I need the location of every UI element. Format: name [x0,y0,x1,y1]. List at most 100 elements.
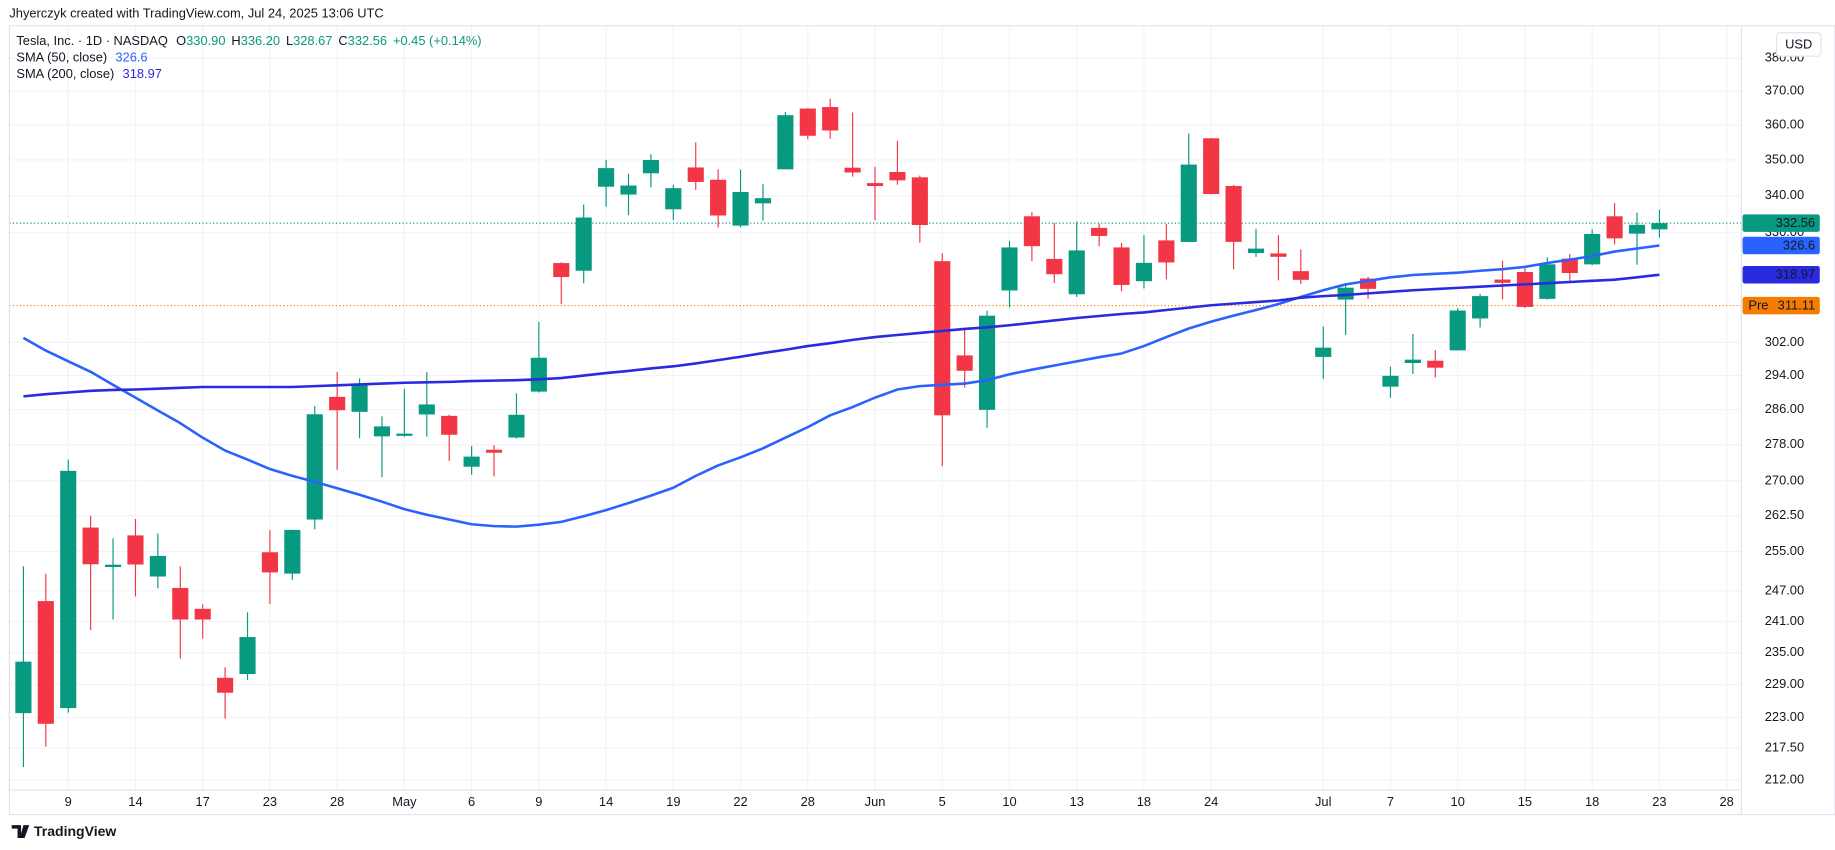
x-tick-label: 24 [1204,794,1218,809]
candle-body [1404,359,1421,364]
candle-body [530,357,547,392]
y-tick-label: 223.00 [1765,709,1804,724]
candle-body [1203,138,1220,195]
candle-body [1292,271,1309,280]
candle-body [1584,233,1601,265]
candle-body [1180,164,1197,242]
candle-body [217,677,234,693]
candle-body [866,183,884,187]
candle-body [822,107,839,131]
candle-body [1628,224,1646,234]
ohlc-value: 330.90 [186,34,225,49]
candle-body [620,185,637,195]
candle-body [979,315,996,410]
ohlc-label: O [176,34,186,49]
ohlc-label: C [338,34,347,49]
legend-entry: SMA (50, close) [16,50,107,65]
candle-body [149,555,166,577]
candle-body [15,661,32,714]
pre-market-tag-prefix: Pre [1748,298,1768,313]
candle-body [687,167,704,182]
candle-body [1651,223,1668,230]
y-tick-label: 255.00 [1765,543,1804,558]
x-tick-label: 10 [1451,794,1465,809]
candle-body [82,527,99,565]
sma-tag-bg [1742,265,1820,284]
y-tick-label: 360.00 [1765,116,1804,131]
candle-body [1382,375,1399,387]
candle-body [1023,216,1040,247]
x-tick-label: 18 [1137,794,1151,809]
y-tick-label: 229.00 [1765,676,1804,691]
y-tick-label: 278.00 [1765,436,1804,451]
pre-market-tag-bg [1742,296,1820,315]
candle-body [396,433,413,436]
candle-body [194,608,211,620]
y-tick-label: 241.00 [1765,613,1804,628]
ohlc-label: H [231,34,240,49]
candle-body [911,177,928,226]
candle-body [732,191,749,226]
legend-sma: SMA (50, close) 326.6 [16,50,147,65]
last-price-tag: 332.56 [1776,215,1815,230]
y-tick-label: 302.00 [1765,334,1804,349]
candle-body [1135,262,1153,282]
currency-label[interactable]: USD [1785,36,1812,51]
candle-body [1113,247,1130,285]
x-tick-label: 17 [196,794,210,809]
candle-body [60,470,77,709]
pre-market-tag: 311.11 [1778,298,1815,313]
candle-body [575,217,592,271]
legend-ohlc: Tesla, Inc. · 1D · NASDAQ O330.90 H336.2… [16,34,481,49]
y-tick-label: 286.00 [1765,401,1804,416]
candle-body [1315,347,1332,357]
x-tick-label: Jul [1315,794,1331,809]
x-tick-label: 28 [330,794,344,809]
candle-body [418,404,435,415]
x-tick-label: 22 [733,794,747,809]
candle-body [1270,253,1287,257]
y-tick-label: 340.00 [1765,187,1804,202]
candle-body [1158,240,1175,263]
sma-tag: 318.97 [1776,267,1815,282]
candle-body [1539,264,1556,299]
legend-symbol: Tesla, Inc. · 1D · NASDAQ [16,34,167,49]
candle-body [934,261,951,416]
candle-body [508,414,525,438]
y-tick-label: 294.00 [1765,367,1804,382]
candle-body [37,601,54,724]
candle-body [665,188,682,210]
x-tick-label: 18 [1585,794,1599,809]
candle-body [127,535,144,565]
x-tick-label: 10 [1002,794,1016,809]
currency-button[interactable] [1775,32,1822,57]
marks-layer [15,98,1668,767]
candle-body [1225,185,1242,242]
candle-body [1516,271,1534,307]
candle-body [104,564,122,568]
y-tick-label: 262.50 [1765,507,1804,522]
x-tick-label: 28 [801,794,815,809]
brand-name: TradingView [34,823,116,839]
candle-body [1427,360,1444,368]
candle-body [710,179,727,216]
attribution: Jhyerczyk created with TradingView.com, … [9,5,383,20]
last-price-tag-bg [1742,214,1820,232]
candle-body [306,414,323,520]
x-tick-label: 14 [599,794,613,809]
y-tick-label: 247.00 [1765,582,1804,597]
candle-body [463,456,480,467]
y-tick-label: 235.00 [1765,644,1804,659]
legend-value: 318.97 [123,66,162,81]
candle-body [261,552,278,573]
candle-body [1494,279,1511,283]
candle-body [351,383,368,412]
candle-body [1449,310,1466,351]
sma-tag-bg [1742,236,1820,255]
candle-body [284,529,301,574]
ohlc-value: 332.56 [348,34,387,49]
candle-body [1472,296,1489,319]
x-tick-label: May [392,794,417,809]
